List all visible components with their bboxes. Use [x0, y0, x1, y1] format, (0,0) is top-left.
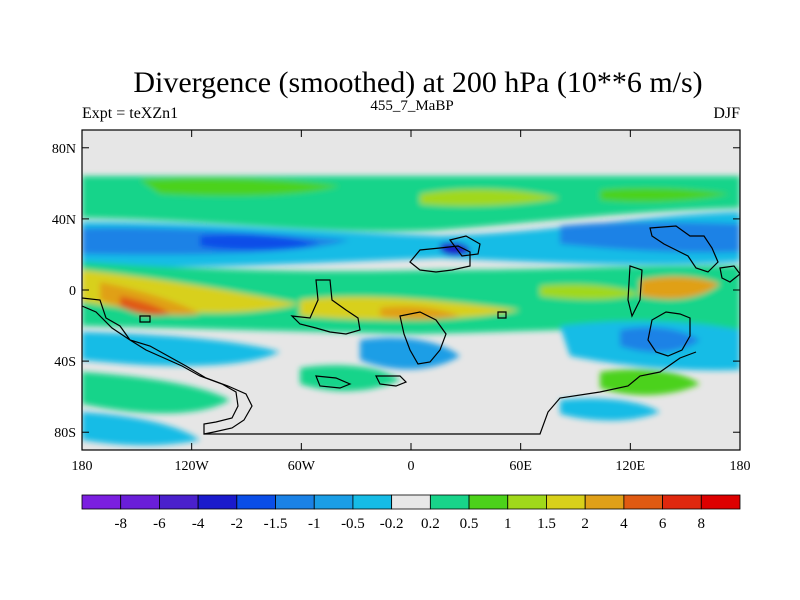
field-nh-positive-core3: [600, 187, 730, 202]
colorbar-label: -8: [114, 516, 127, 532]
colorbar-swatch: [120, 494, 160, 510]
x-axis: 180 120W 60W 0 60E 120E 180: [72, 130, 751, 474]
x-tick-label: 60E: [509, 459, 532, 474]
colorbar-swatch: [275, 494, 315, 510]
field-tropical-positive-core6: [640, 276, 720, 300]
field-sh-negative-patch5: [82, 412, 200, 446]
x-tick-label: 120E: [616, 459, 646, 474]
coastline-africa: [409, 245, 471, 273]
colorbar-swatch: [662, 494, 702, 510]
colorbar: -8 -6 -4 -2 -1.5 -1 -0.5 -0.2 0.2 0.5 1 1.5 2 4 6 8: [81, 494, 741, 532]
colorbar-label: -0.5: [341, 516, 365, 532]
field-subtropical-negative-core2: [200, 234, 320, 251]
colorbar-label: 2: [581, 516, 589, 532]
colorbar-label: -1: [308, 516, 321, 532]
colorbar-label: -6: [153, 516, 166, 532]
divergence-field: [82, 176, 740, 446]
colorbar-swatch: [236, 494, 276, 510]
x-tick-label: 180: [72, 459, 93, 474]
colorbar-swatch: [623, 494, 663, 510]
colorbar-label: 1: [504, 516, 512, 532]
colorbar-swatch: [507, 494, 547, 510]
colorbar-label: 8: [698, 516, 706, 532]
colorbar-swatch: [391, 494, 431, 510]
coastline-africa-south: [399, 311, 447, 365]
field-subtropical-negative-band: [82, 212, 740, 268]
colorbar-label: -2: [231, 516, 244, 532]
coastline-south-america-tip: [315, 375, 352, 389]
colorbar-swatch: [700, 494, 741, 510]
field-tropical-positive-band: [82, 262, 740, 334]
colorbar-swatch: [546, 494, 586, 510]
colorbar-swatch: [81, 494, 122, 510]
field-sh-positive-patch3: [600, 369, 700, 396]
coastline-small-island2: [497, 311, 507, 319]
coastline-americas: [82, 297, 253, 435]
y-tick-label: 40N: [52, 213, 76, 228]
colorbar-label: -4: [192, 516, 205, 532]
colorbar-swatch: [584, 494, 625, 510]
coastline-central-america: [290, 279, 361, 335]
field-tropical-positive-core7: [540, 284, 640, 300]
y-tick-label: 80N: [52, 142, 76, 157]
season-label: DJF: [713, 105, 740, 122]
colorbar-swatch: [159, 494, 199, 510]
colorbar-label: 4: [620, 516, 628, 532]
x-tick-label: 60W: [288, 459, 316, 474]
run-label: 455_7_MaBP: [370, 98, 453, 114]
field-sh-positive-patch1: [82, 372, 230, 414]
colorbar-label: -0.2: [380, 516, 404, 532]
colorbar-label: 6: [659, 516, 667, 532]
field-subtropical-negative-core3: [560, 222, 740, 253]
x-tick-label: 0: [408, 459, 415, 474]
field-sh-negative-patch2: [360, 337, 460, 370]
colorbar-label: 0.2: [421, 516, 440, 532]
y-tick-label: 80S: [54, 426, 76, 441]
chart-title: Divergence (smoothed) at 200 hPa (10**6 …: [133, 66, 702, 99]
colorbar-label: 0.5: [460, 516, 479, 532]
colorbar-label: 1.5: [537, 516, 556, 532]
map-panel: [82, 130, 740, 450]
coastline-small-island: [139, 315, 151, 323]
coastline-east-island: [719, 265, 740, 283]
colorbar-label: -1.5: [264, 516, 288, 532]
coastline-se-asia: [627, 265, 643, 318]
experiment-label: Expt = teXZn1: [82, 105, 178, 122]
field-sh-negative-patch4: [620, 327, 700, 353]
y-axis: 80N 40N 0 40S 80S: [52, 142, 740, 441]
coastline-australia: [647, 311, 691, 357]
field-nh-positive-core2: [420, 189, 560, 206]
y-tick-label: 0: [69, 284, 76, 299]
x-tick-label: 120W: [175, 459, 210, 474]
coastlines: [82, 225, 740, 435]
field-nh-positive-core: [140, 178, 340, 196]
colorbar-swatch: [468, 494, 509, 510]
coastline-asia-pacific: [649, 225, 719, 273]
field-subtropical-negative-core4: [440, 242, 470, 256]
coastline-antarctica: [204, 351, 697, 435]
y-tick-label: 40S: [54, 355, 76, 370]
field-sh-positive-patch2: [300, 365, 400, 392]
field-tropical-positive-core3: [120, 296, 170, 316]
colorbar-swatch: [313, 494, 354, 510]
colorbar-swatch: [197, 494, 238, 510]
colorbar-swatch: [352, 494, 393, 510]
field-sh-negative-patch6: [560, 398, 660, 421]
x-tick-label: 180: [730, 459, 751, 474]
coastline-arabia: [448, 235, 481, 257]
coastline-south-island: [375, 375, 408, 387]
colorbar-swatch: [429, 494, 470, 510]
